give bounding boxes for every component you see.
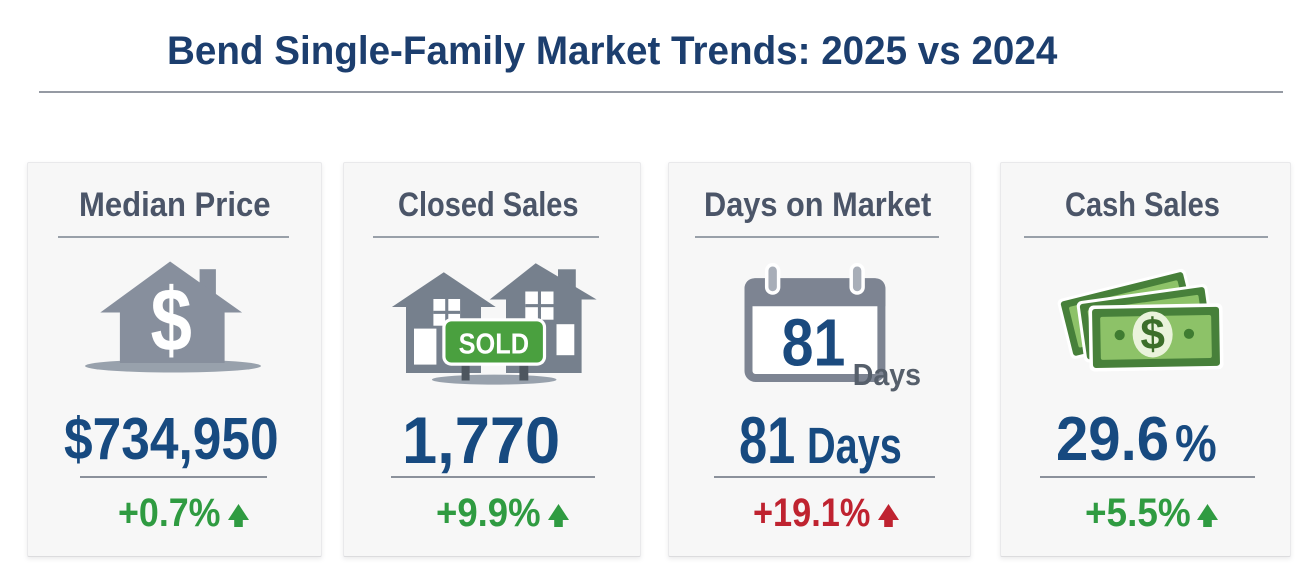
svg-text:81: 81: [782, 306, 846, 381]
svg-text:SOLD: SOLD: [459, 328, 529, 360]
svg-text:$: $: [1140, 310, 1165, 359]
svg-text:$: $: [151, 271, 192, 371]
svg-text:Days: Days: [853, 357, 921, 392]
